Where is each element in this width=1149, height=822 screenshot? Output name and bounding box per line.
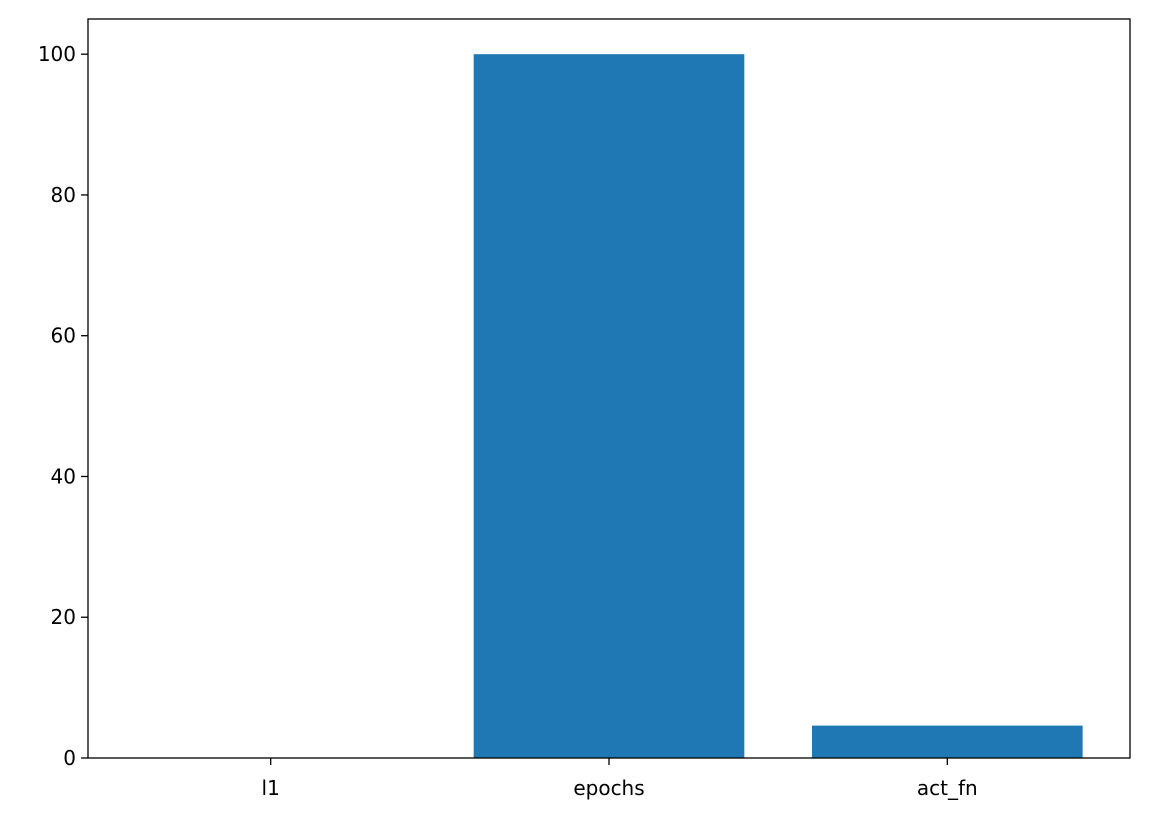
x-axis-ticks: l1 epochs act_fn <box>262 758 978 800</box>
x-tick-label: epochs <box>573 776 644 800</box>
y-tick-label: 20 <box>51 605 76 629</box>
y-tick-label: 80 <box>51 183 76 207</box>
y-tick-label: 60 <box>51 324 76 348</box>
bar-act-fn <box>811 725 1083 758</box>
x-tick-label: act_fn <box>917 776 978 800</box>
bar-epochs <box>473 54 745 758</box>
x-tick-label: l1 <box>262 776 280 800</box>
bars-group <box>135 54 1083 758</box>
y-axis-ticks: 0 20 40 60 80 100 <box>38 42 88 770</box>
y-tick-label: 40 <box>51 464 76 488</box>
y-tick-label: 100 <box>38 42 76 66</box>
y-tick-label: 0 <box>63 746 76 770</box>
